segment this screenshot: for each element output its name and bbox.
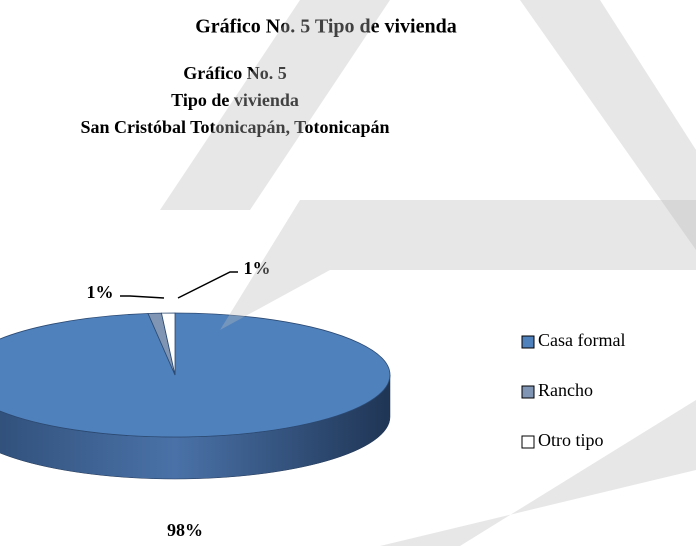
legend-label: Casa formal xyxy=(538,330,625,350)
data-label: 98% xyxy=(167,520,203,540)
leader-line xyxy=(177,271,238,299)
chart-title: Tipo de vivienda xyxy=(171,90,299,110)
legend-label: Rancho xyxy=(538,380,593,400)
watermark xyxy=(380,400,696,546)
pie-slice xyxy=(161,312,176,376)
legend-swatch xyxy=(521,335,535,349)
chart-title: San Cristóbal Totonicapán, Totonicapán xyxy=(80,117,389,137)
legend-swatch xyxy=(521,385,535,399)
data-label: 1% xyxy=(244,258,271,278)
chart-title: Gráfico No. 5 xyxy=(183,63,286,83)
legend-swatch xyxy=(521,435,535,449)
watermark xyxy=(520,0,696,250)
legend-label: Otro tipo xyxy=(538,430,604,450)
document-heading: Gráfico No. 5 Tipo de vivienda xyxy=(195,16,457,38)
pie-slice xyxy=(0,312,391,438)
leader-line xyxy=(120,295,165,299)
watermark xyxy=(160,0,390,210)
data-label: 1% xyxy=(87,282,114,302)
watermark xyxy=(220,200,696,330)
